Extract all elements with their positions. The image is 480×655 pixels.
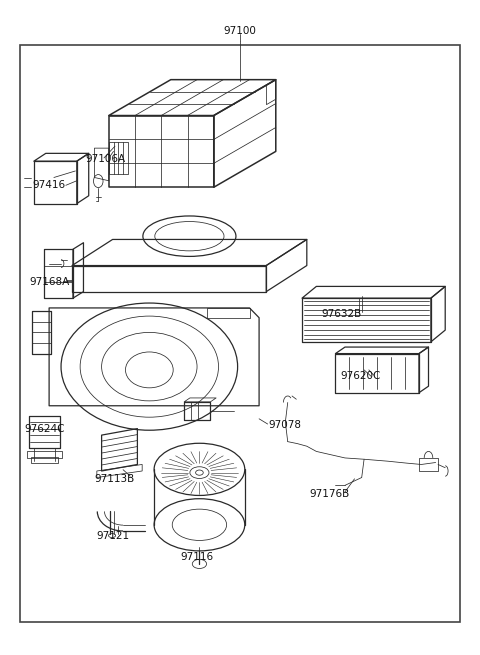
Text: 97176B: 97176B <box>309 489 349 499</box>
Text: 97078: 97078 <box>269 421 301 430</box>
Text: 97624C: 97624C <box>24 424 65 434</box>
Text: 97100: 97100 <box>224 26 256 36</box>
Text: 97106A: 97106A <box>85 154 125 164</box>
Bar <box>20 45 460 622</box>
Text: 97121: 97121 <box>97 531 130 541</box>
Bar <box>32 457 58 462</box>
Text: 97113B: 97113B <box>95 474 135 484</box>
Text: 97632B: 97632B <box>321 309 361 320</box>
Text: 97416: 97416 <box>33 180 66 191</box>
Text: 97620C: 97620C <box>340 371 381 381</box>
Text: 97168A: 97168A <box>29 277 69 287</box>
Text: 97116: 97116 <box>180 552 214 562</box>
